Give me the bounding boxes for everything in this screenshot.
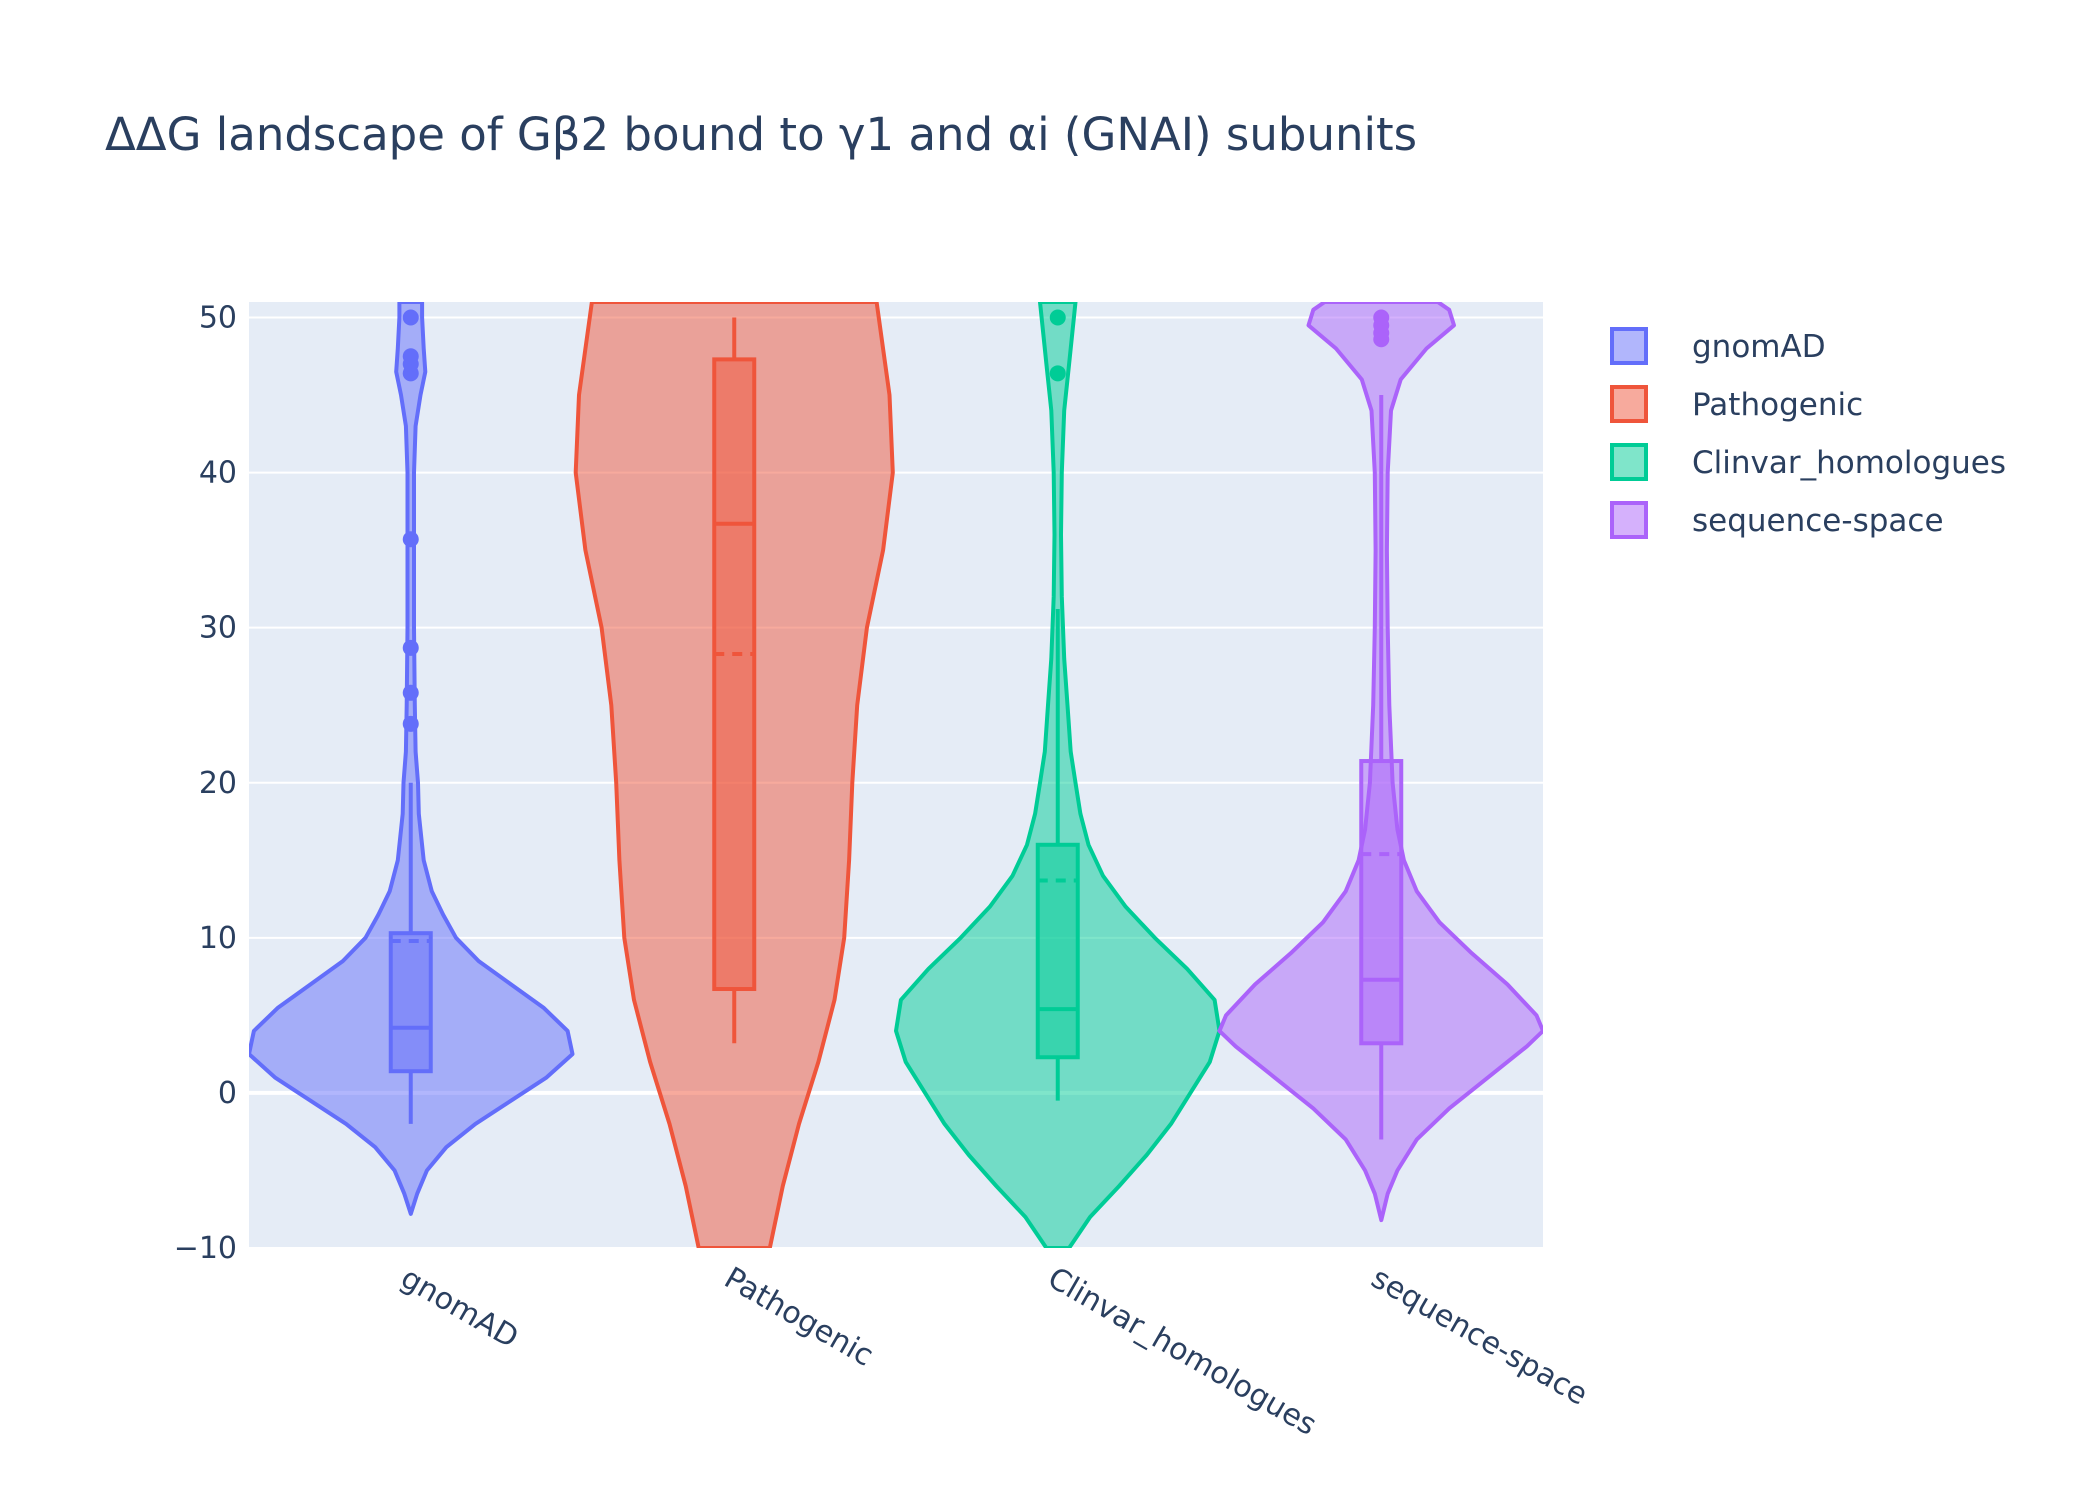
box xyxy=(388,931,433,1074)
y-tick-label: 0 xyxy=(218,1076,237,1111)
legend-swatch xyxy=(1610,385,1648,423)
y-tick-label: 40 xyxy=(199,456,237,491)
violin-Pathogenic xyxy=(573,302,895,1248)
x-tick-label: gnomAD xyxy=(395,1261,524,1356)
legend-item-Clinvar_homologues: Clinvar_homologues xyxy=(1610,443,2006,481)
x-tick-label: Pathogenic xyxy=(718,1261,879,1374)
violin-Clinvar_homologues xyxy=(894,302,1222,1248)
chart-title: ΔΔG landscape of Gβ2 bound to γ1 and αi … xyxy=(105,108,1417,161)
violin-sequence-space xyxy=(1217,302,1543,1223)
outlier-point xyxy=(402,348,419,365)
violins xyxy=(249,302,1543,1248)
outlier-point xyxy=(1049,309,1066,326)
legend-swatch xyxy=(1610,443,1648,481)
legend-item-Pathogenic: Pathogenic xyxy=(1610,385,1863,423)
legend-swatch xyxy=(1610,327,1648,365)
violin-gnomAD xyxy=(249,302,575,1216)
legend-label: gnomAD xyxy=(1692,329,1826,365)
outlier-point xyxy=(1049,365,1066,382)
legend-swatch xyxy=(1610,501,1648,539)
x-tick-label: Clinvar_homologues xyxy=(1042,1261,1323,1443)
violin-body xyxy=(249,302,575,1216)
outlier-point xyxy=(402,684,419,701)
outlier-point xyxy=(402,531,419,548)
outlier-point xyxy=(402,639,419,656)
legend-item-gnomAD: gnomAD xyxy=(1610,327,1826,365)
y-tick-label: 30 xyxy=(199,611,237,646)
y-tick-label: 50 xyxy=(199,301,237,336)
y-axis-ticks: −10 0 10 20 30 40 50 xyxy=(174,301,237,1266)
y-tick-label: 10 xyxy=(199,921,237,956)
legend-label: Pathogenic xyxy=(1692,387,1863,423)
box xyxy=(712,357,757,992)
y-tick-label: −10 xyxy=(174,1231,237,1266)
legend: gnomAD Pathogenic Clinvar_homologuessequen… xyxy=(1610,327,2006,539)
x-tick-label: sequence-space xyxy=(1365,1261,1593,1413)
legend-label: Clinvar_homologues xyxy=(1692,445,2006,481)
x-axis-ticks: gnomAD Pathogenic Clinvar_homologues sequen… xyxy=(395,1261,1594,1443)
legend-label: sequence-space xyxy=(1692,503,1944,539)
legend-item-sequence-space: sequence-space xyxy=(1610,501,1944,539)
outlier-point xyxy=(1373,309,1390,326)
outlier-point xyxy=(402,715,419,732)
y-tick-label: 20 xyxy=(199,766,237,801)
outlier-point xyxy=(402,309,419,326)
box xyxy=(1035,842,1080,1060)
box xyxy=(1359,759,1404,1046)
